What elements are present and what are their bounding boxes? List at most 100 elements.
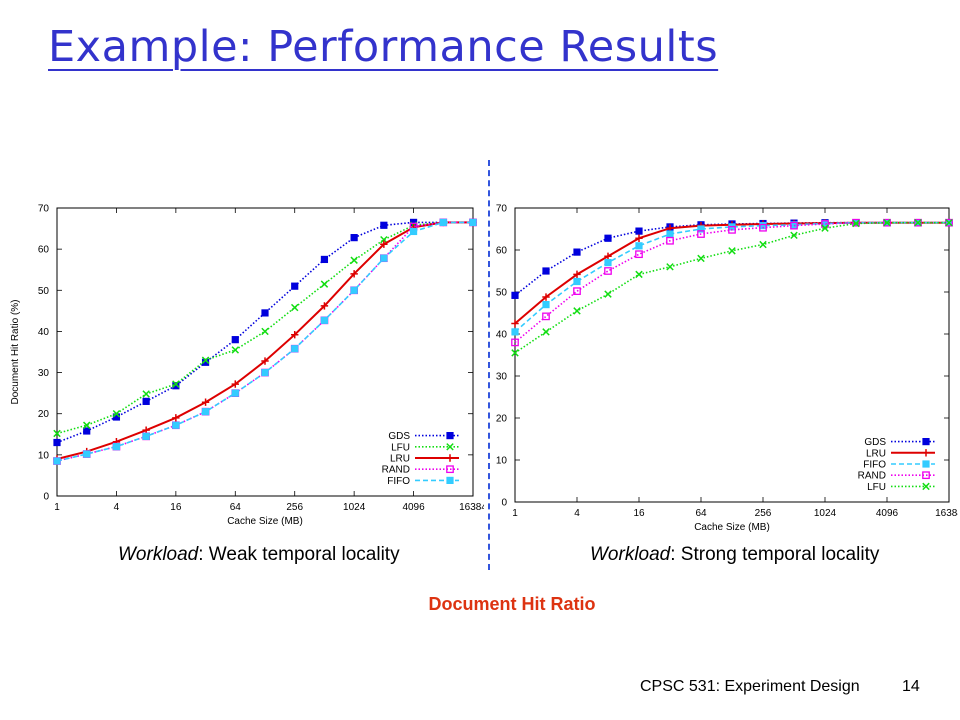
legend-marker-lru: [446, 454, 454, 462]
x-tick-label: 1: [54, 502, 60, 513]
legend-marker-rand: [446, 465, 454, 474]
data-point-lfu: [350, 256, 358, 264]
data-point-fifo: [380, 254, 388, 262]
data-point-fifo: [231, 389, 239, 397]
legend-label-rand: RAND: [858, 471, 886, 482]
data-point-lfu: [112, 409, 121, 418]
data-point-lfu: [231, 346, 240, 354]
data-point-fifo: [573, 277, 581, 286]
x-tick-label: 1024: [814, 508, 837, 519]
data-point-lfu: [697, 254, 705, 263]
y-tick-label: 20: [496, 414, 508, 425]
legend-label-fifo: FIFO: [863, 460, 886, 471]
x-tick-label: 4096: [402, 502, 425, 513]
data-point-lfu: [261, 327, 269, 336]
data-point-lfu: [635, 270, 643, 279]
legend-label-rand: RAND: [382, 465, 410, 476]
data-point-rand: [573, 287, 581, 296]
divider-line: [488, 160, 490, 570]
legend-label-lfu: LFU: [867, 482, 886, 493]
data-point-fifo: [635, 242, 643, 250]
data-point-gds: [83, 427, 91, 435]
series-line-lfu: [56, 221, 473, 435]
data-point-lru: [291, 331, 299, 339]
data-point-lfu: [172, 380, 180, 388]
x-tick-label: 4: [574, 508, 580, 519]
y-tick-label: 30: [496, 372, 508, 383]
y-tick-label: 10: [38, 450, 50, 461]
x-tick-label: 16: [170, 502, 182, 513]
data-point-lru: [261, 357, 269, 365]
legend-label-lru: LRU: [390, 454, 410, 465]
data-point-lru: [380, 240, 388, 248]
data-point-fifo: [172, 421, 180, 429]
legend-marker-lru: [922, 449, 930, 457]
data-point-rand: [728, 225, 736, 234]
data-point-gds: [291, 282, 299, 290]
legend-marker-gds: [446, 431, 454, 440]
data-point-lfu: [201, 356, 210, 364]
y-axis-label: Document Hit Ratio (%): [10, 299, 21, 404]
x-tick-label: 64: [230, 502, 242, 513]
legend-label-lfu: LFU: [391, 442, 410, 453]
legend-marker-lfu: [922, 482, 930, 491]
legend-marker-fifo: [922, 460, 930, 468]
caption-key: Workload: [118, 544, 199, 565]
caption-key: Workload: [590, 544, 671, 565]
x-axis-label: Cache Size (MB): [694, 522, 770, 533]
data-point-fifo: [409, 227, 418, 236]
data-point-gds: [511, 291, 519, 299]
y-tick-label: 0: [501, 498, 507, 509]
legend-marker-fifo: [446, 476, 454, 485]
x-tick-label: 1024: [343, 502, 366, 513]
data-point-gds: [261, 309, 269, 317]
y-tick-label: 60: [38, 245, 50, 256]
y-tick-label: 0: [43, 492, 49, 503]
data-point-fifo: [604, 259, 612, 267]
legend-label-gds: GDS: [864, 437, 886, 448]
data-point-gds: [142, 397, 150, 405]
data-point-lfu: [290, 303, 299, 312]
series-line-fifo: [514, 221, 949, 333]
y-tick-label: 10: [496, 456, 508, 467]
data-point-rand: [604, 267, 612, 275]
legend-label-lru: LRU: [866, 448, 886, 459]
data-point-lfu: [790, 231, 798, 240]
data-point-lfu: [728, 247, 736, 255]
data-point-lfu: [380, 235, 388, 244]
data-point-fifo: [542, 301, 550, 309]
y-tick-label: 70: [496, 204, 508, 215]
data-point-lfu: [542, 328, 550, 336]
data-point-gds: [380, 221, 388, 229]
data-point-lru: [573, 270, 581, 279]
data-point-lfu: [821, 224, 829, 232]
data-point-gds: [573, 248, 581, 256]
data-point-fifo: [83, 450, 91, 458]
data-point-gds: [604, 234, 612, 242]
caption-weak-locality: Workload: Weak temporal locality: [118, 544, 400, 566]
data-point-rand: [697, 230, 705, 238]
x-tick-label: 16: [633, 508, 645, 519]
data-point-gds: [231, 336, 239, 344]
data-point-lru: [350, 270, 358, 278]
data-point-lfu: [604, 290, 612, 298]
data-point-fifo: [320, 316, 329, 324]
data-point-fifo: [291, 345, 299, 353]
data-point-lfu: [945, 218, 953, 227]
data-point-rand: [883, 218, 891, 227]
data-point-fifo: [53, 457, 61, 465]
x-tick-label: 4096: [876, 508, 899, 519]
chart-weak-locality: 0 10 20 30 40 50 60 70 1 4 16 64 256 1024 4096 16384 Cac…: [10, 204, 484, 528]
data-point-fifo: [439, 218, 447, 227]
data-point-fifo: [142, 432, 150, 440]
data-point-fifo: [201, 408, 210, 416]
data-point-fifo: [350, 286, 358, 294]
data-point-lfu: [53, 429, 61, 438]
series-fifo: [53, 218, 477, 465]
y-tick-label: 30: [38, 368, 50, 379]
data-point-lfu: [883, 218, 891, 227]
data-point-gds: [635, 227, 643, 235]
data-point-fifo: [511, 328, 519, 336]
data-point-lfu: [852, 219, 860, 228]
